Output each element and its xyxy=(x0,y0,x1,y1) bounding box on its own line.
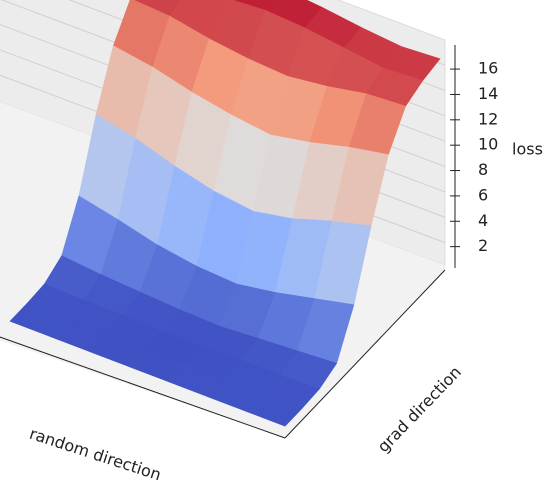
z-tick-label: 8 xyxy=(478,160,488,179)
z-tick-label: 6 xyxy=(478,185,488,204)
x-axis-line xyxy=(0,336,286,439)
z-tick-label: 10 xyxy=(478,135,498,154)
y-axis-line xyxy=(284,269,446,439)
z-tick-label: 14 xyxy=(478,84,498,103)
z-axis: 2 4 6 8 10 12 14 16 xyxy=(450,59,498,255)
x-axis-label: random direction xyxy=(27,424,163,484)
z-tick-label: 12 xyxy=(478,109,498,128)
z-tick-label: 2 xyxy=(478,236,488,255)
z-tick-label: 4 xyxy=(478,211,488,230)
z-axis-label: loss xyxy=(512,140,543,159)
surface-cell xyxy=(245,392,303,427)
y-axis-label: grad direction xyxy=(374,362,465,456)
surface xyxy=(9,0,441,427)
z-tick-label: 16 xyxy=(478,59,498,78)
